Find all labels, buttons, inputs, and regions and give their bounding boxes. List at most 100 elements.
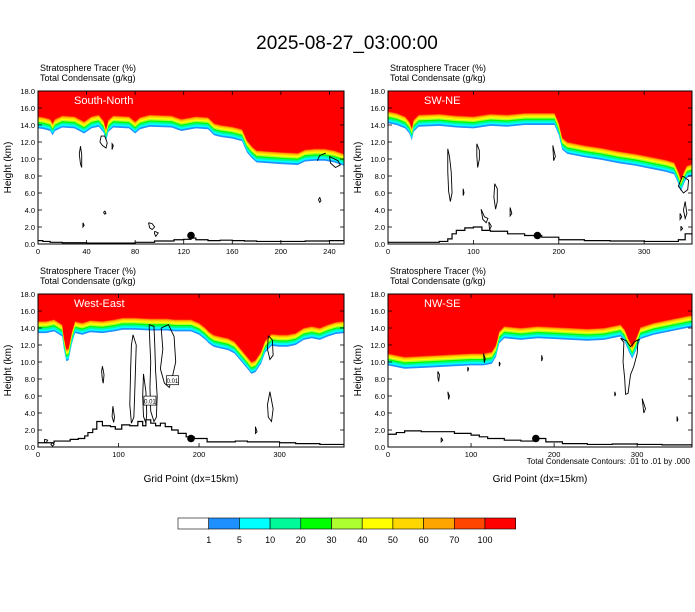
colorbar-label: 20	[296, 535, 306, 545]
y-tick-label: 8.0	[375, 375, 385, 384]
field-label-tracer: Stratosphere Tracer (%)	[390, 266, 486, 276]
condensate-contour	[476, 143, 480, 168]
colorbar-swatch	[300, 517, 332, 530]
panel-nw-se: NW-SE 0.0 2.0 4.0 6.0 8.0 10.0 12.0 14.0 16.0 18.0…	[353, 266, 693, 485]
y-tick-label: 6.0	[375, 189, 385, 198]
colorbar-swatch	[177, 517, 210, 530]
x-tick-label: 300	[273, 450, 286, 459]
colorbar-label: 40	[357, 535, 367, 545]
x-tick-label: 200	[548, 450, 561, 459]
x-tick-label: 300	[638, 247, 651, 256]
condensate-contour	[254, 426, 258, 435]
contour-label-box	[166, 375, 179, 386]
panel-south-north: South-North 0.0 2.0 4.0 6.0 8.0 10.0 12.0 14.0 16…	[3, 63, 345, 256]
colorbar-label: 50	[388, 535, 398, 545]
y-tick-label: 2.0	[375, 223, 385, 232]
y-tick-label: 8.0	[25, 172, 35, 181]
colorbar: 1 5 10 20 30 40 50 60 70 100	[177, 517, 517, 545]
tracer-core	[38, 294, 344, 362]
field-label-condensate: Total Condensate (g/kg)	[390, 276, 486, 286]
condensate-contour	[541, 355, 543, 362]
y-tick-label: 12.0	[20, 341, 35, 350]
y-tick-label: 0.0	[25, 240, 35, 249]
condensate-contour	[103, 210, 107, 215]
condensate-contour	[680, 225, 684, 232]
y-tick-label: 0.0	[375, 240, 385, 249]
condensate-contour	[437, 371, 440, 382]
colorbar-swatch	[453, 517, 486, 530]
y-tick-label: 16.0	[20, 307, 35, 316]
location-marker	[532, 434, 540, 443]
cross-section-label: West-East	[74, 298, 125, 310]
y-tick-label: 12.0	[20, 138, 35, 147]
condensate-contour	[498, 361, 501, 367]
x-tick-label: 200	[275, 247, 288, 256]
condensate-contour	[154, 230, 159, 238]
condensate-contour	[509, 207, 513, 218]
y-tick-label: 10.0	[370, 155, 385, 164]
contour-label-box	[143, 395, 157, 406]
condensate-contour	[148, 324, 158, 423]
panel-west-east: 0.01 0.01 West-East 0.0 2.0 4.0 6.0 8.0 10.0 12.0…	[3, 266, 345, 485]
colorbar-swatch	[269, 517, 302, 530]
y-axis-label: Height (km)	[353, 142, 364, 194]
condensate-contour	[679, 213, 683, 221]
field-label-condensate: Total Condensate (g/kg)	[390, 73, 486, 83]
y-tick-label: 16.0	[370, 307, 385, 316]
location-marker	[533, 231, 542, 240]
x-axis-label: Grid Point (dx=15km)	[144, 474, 239, 485]
condensate-contour	[111, 142, 114, 150]
terrain-line	[388, 226, 692, 243]
y-tick-label: 14.0	[20, 324, 35, 333]
condensate-contour	[129, 334, 137, 424]
colorbar-swatch	[208, 517, 240, 530]
contour-label: 0.01	[144, 400, 156, 406]
condensate-contour	[447, 391, 450, 400]
field-label-condensate: Total Condensate (g/kg)	[40, 73, 136, 83]
page-title: 2025-08-27_03:00:00	[256, 33, 438, 54]
condensate-contour	[111, 406, 115, 423]
x-tick-label: 200	[553, 247, 566, 256]
colorbar-label: 1	[206, 535, 211, 545]
y-tick-label: 4.0	[25, 206, 35, 215]
y-tick-label: 12.0	[370, 341, 385, 350]
y-tick-label: 14.0	[370, 121, 385, 130]
y-tick-label: 4.0	[25, 409, 35, 418]
colorbar-swatch	[484, 517, 517, 530]
field-label-tracer: Stratosphere Tracer (%)	[40, 63, 136, 73]
condensate-contour	[50, 442, 55, 447]
plot-frame	[387, 90, 693, 245]
y-tick-label: 18.0	[20, 290, 35, 299]
condensate-contour	[82, 222, 85, 229]
plot-frame	[387, 293, 693, 448]
y-tick-label: 6.0	[25, 392, 35, 401]
colorbar-swatch	[361, 517, 394, 530]
y-tick-label: 10.0	[20, 155, 35, 164]
condensate-contour	[480, 208, 489, 224]
x-tick-label: 0	[386, 247, 390, 256]
condensate-contour	[78, 146, 83, 168]
panel-sw-ne: SW-NE 0.0 2.0 4.0 6.0 8.0 10.0 12.0 14.0 16.0 18.0…	[353, 63, 693, 256]
x-tick-label: 120	[177, 247, 190, 256]
condensate-contour	[328, 156, 341, 169]
contour-label: 0.01	[167, 379, 179, 385]
y-tick-label: 16.0	[20, 104, 35, 113]
condensate-contour	[318, 197, 322, 204]
y-tick-label: 14.0	[20, 121, 35, 130]
y-tick-label: 12.0	[370, 138, 385, 147]
y-tick-label: 16.0	[370, 104, 385, 113]
plot-frame	[37, 293, 345, 448]
condensate-contour	[677, 175, 690, 194]
y-tick-label: 18.0	[20, 87, 35, 96]
colorbar-label: 10	[265, 535, 275, 545]
x-tick-label: 100	[465, 450, 478, 459]
colorbar-label: 70	[449, 535, 459, 545]
condensate-contour	[316, 152, 326, 161]
condensate-contour	[101, 366, 105, 384]
y-axis-label: Height (km)	[3, 142, 14, 194]
y-tick-label: 6.0	[375, 392, 385, 401]
terrain-line	[38, 419, 344, 446]
y-axis-label: Height (km)	[353, 345, 364, 397]
condensate-contour	[493, 183, 498, 210]
condensate-contour	[552, 145, 556, 161]
